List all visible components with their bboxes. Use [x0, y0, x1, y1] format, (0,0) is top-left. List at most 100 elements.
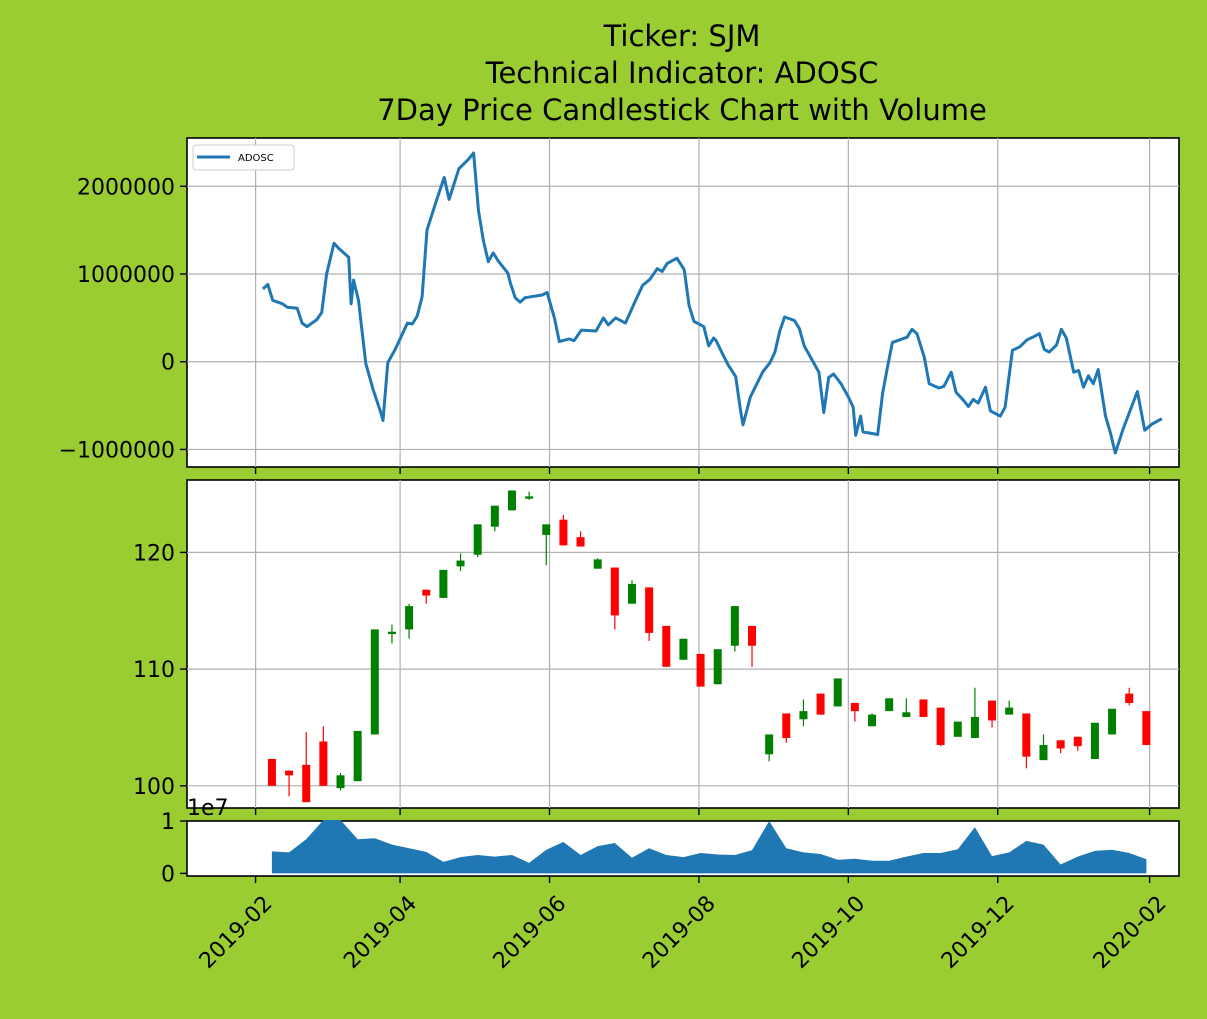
candle-body	[919, 699, 928, 717]
x-tick-label: 2019-12	[937, 891, 1020, 974]
candle	[988, 700, 997, 728]
candle	[456, 553, 465, 572]
candle-body	[336, 775, 345, 789]
candle-body	[285, 770, 294, 776]
y-tick-label: 0	[161, 351, 175, 376]
candle-body	[610, 567, 619, 616]
candle	[645, 587, 654, 642]
candle	[405, 603, 414, 639]
candle-body	[1056, 740, 1065, 749]
candle-body	[593, 559, 602, 569]
candle	[833, 678, 842, 707]
candle-body	[490, 505, 499, 527]
y-tick-label: 0	[161, 862, 175, 887]
candle-body	[953, 721, 962, 737]
candle-body	[713, 649, 722, 685]
candle	[970, 687, 979, 738]
x-tick-label: 2020-02	[1089, 891, 1172, 974]
candle-body	[748, 625, 757, 646]
candle-body	[765, 734, 774, 755]
candle-body	[439, 569, 448, 598]
candle-body	[267, 758, 276, 786]
candle	[679, 638, 688, 660]
candle-body	[370, 629, 379, 735]
candle	[953, 721, 962, 737]
candle-body	[627, 583, 636, 604]
candle-body	[576, 537, 585, 547]
y-tick-label: 110	[133, 658, 175, 683]
candle	[885, 698, 894, 712]
candle-body	[662, 625, 671, 667]
candle	[782, 713, 791, 743]
candle	[1005, 700, 1014, 715]
candle-body	[302, 764, 311, 803]
y-tick-label: 1	[161, 810, 175, 835]
candle	[1022, 713, 1031, 769]
candle	[473, 524, 482, 558]
candle	[1125, 687, 1134, 706]
candle	[319, 726, 328, 786]
candle	[387, 624, 396, 644]
candle-body	[730, 606, 739, 646]
candle	[285, 770, 294, 797]
candle	[936, 707, 945, 747]
candle-body	[422, 589, 431, 596]
candle-body	[1039, 744, 1048, 761]
candle-body	[1005, 707, 1014, 715]
volume-scale-label: 1e7	[187, 796, 229, 821]
candle-body	[816, 693, 825, 715]
x-tick-label: 2019-08	[638, 891, 721, 974]
candle	[490, 505, 499, 532]
y-tick-label: 1000000	[77, 263, 175, 288]
y-tick-label: −1000000	[59, 438, 175, 463]
candle	[765, 734, 774, 762]
candle	[370, 629, 379, 735]
candle	[1142, 711, 1151, 745]
candle-body	[1125, 693, 1134, 703]
candle-body	[353, 730, 362, 782]
candle-body	[387, 631, 396, 635]
candle-body	[542, 524, 551, 535]
candle	[267, 758, 276, 786]
candle-body	[1073, 736, 1082, 747]
candle	[559, 515, 568, 546]
candle	[850, 702, 859, 722]
y-tick-label: 100	[133, 775, 175, 800]
candle-body	[799, 711, 808, 720]
candle	[902, 698, 911, 717]
legend: ADOSC	[192, 144, 295, 171]
candle	[302, 732, 311, 803]
candle	[799, 699, 808, 727]
candle-body	[645, 587, 654, 633]
candle	[627, 580, 636, 604]
legend-label-adosc: ADOSC	[238, 153, 274, 164]
candle-body	[319, 741, 328, 786]
candle-body	[970, 716, 979, 738]
candle	[696, 653, 705, 687]
adosc-line	[261, 151, 1163, 455]
candle	[576, 531, 585, 547]
candle-body	[456, 560, 465, 567]
candle	[868, 713, 877, 727]
candle-body	[782, 713, 791, 738]
candle-body	[1108, 708, 1117, 735]
candle	[1039, 734, 1048, 761]
candle-body	[696, 653, 705, 687]
chart-title-line-2: Technical Indicator: ADOSC	[485, 56, 879, 90]
candle	[439, 569, 448, 598]
candle-body	[1022, 713, 1031, 757]
candle-body	[868, 714, 877, 727]
x-tick-label: 2019-02	[195, 891, 278, 974]
candle	[1108, 708, 1117, 735]
candle-body	[559, 519, 568, 546]
candle-body	[885, 698, 894, 712]
candle	[713, 649, 722, 685]
candle	[816, 693, 825, 715]
indicator-panel	[186, 137, 1180, 468]
candle-body	[850, 702, 859, 712]
x-tick-label: 2019-10	[788, 891, 871, 974]
candle-body	[1142, 711, 1151, 745]
candle	[919, 699, 928, 717]
candle	[730, 606, 739, 652]
